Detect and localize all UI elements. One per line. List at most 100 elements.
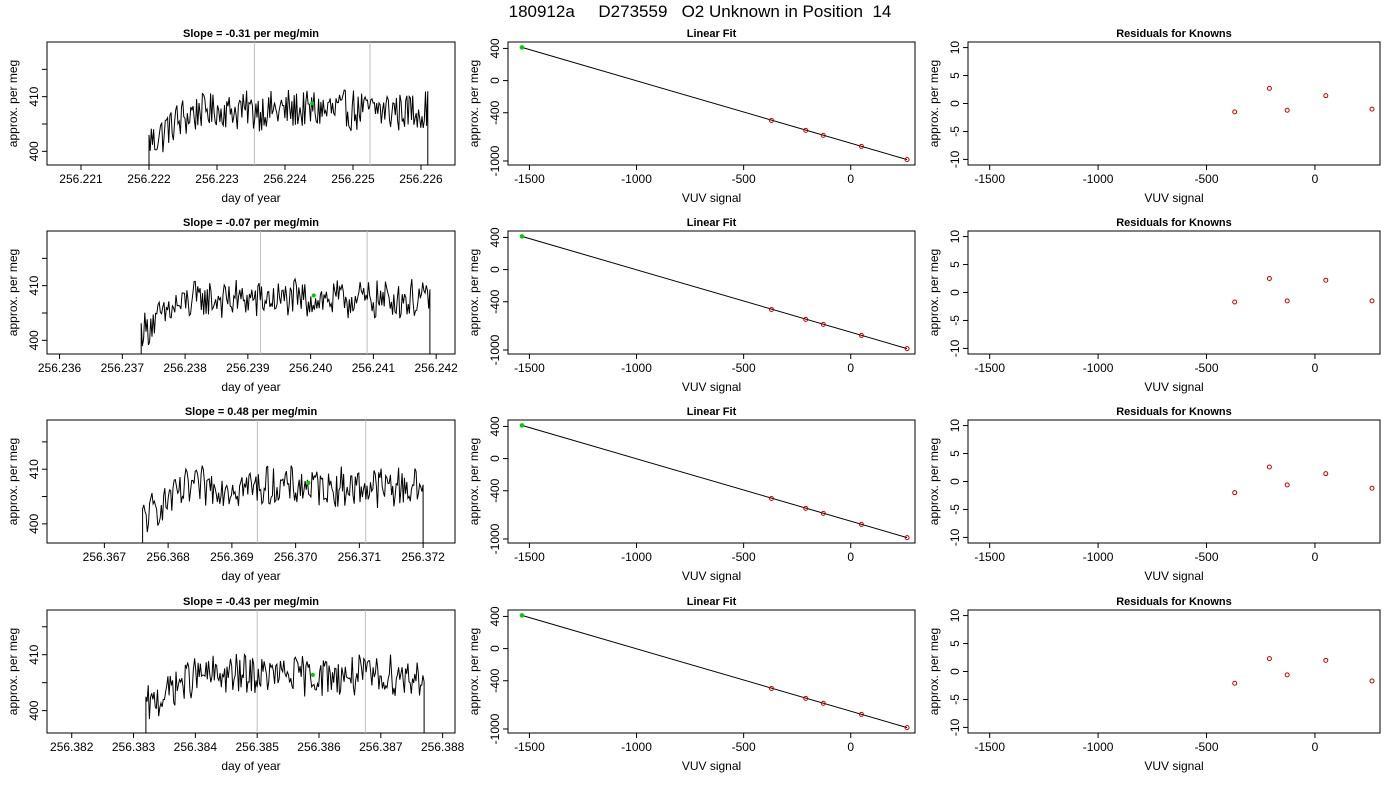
y-tick-label: -1000 <box>488 523 502 554</box>
known-point <box>904 725 910 731</box>
known-point <box>904 535 910 541</box>
plot-frame <box>967 609 1381 734</box>
y-axis-label: approx. per meg <box>467 249 481 336</box>
x-axis-label: VUV signal <box>1144 759 1203 773</box>
known-point <box>820 700 826 706</box>
y-tick-label: 410 <box>27 86 41 106</box>
residuals-panel: Residuals for Knowns -1500 -1000 -500 0 VUV s… <box>927 217 1381 394</box>
panel-title: Linear Fit <box>687 217 737 229</box>
x-axis-label: day of year <box>221 191 280 205</box>
x-tick-label: -500 <box>1195 361 1219 375</box>
plot-frame <box>46 41 456 166</box>
panel-title: Residuals for Knowns <box>1116 596 1232 608</box>
plot-frame <box>507 609 916 734</box>
x-tick-label: 256.386 <box>297 740 341 754</box>
y-tick-label: 410 <box>27 275 41 295</box>
residual-point <box>1232 109 1238 115</box>
linear-fit-panel: Linear Fit -1500 -1000 -500 0 VUV signal 400 0 -… <box>467 406 916 583</box>
x-tick-label: -1000 <box>1083 172 1114 186</box>
y-axis-label: approx. per meg <box>927 438 941 525</box>
linear-fit-panel: Linear Fit -1500 -1000 -500 0 VUV signal 400 0 -… <box>467 596 916 773</box>
known-point <box>820 510 826 516</box>
x-tick-label: -1000 <box>621 172 652 186</box>
signal-trace <box>145 653 425 733</box>
x-tick-label: 0 <box>847 740 854 754</box>
panel-title: Slope = 0.48 per meg/min <box>185 406 318 418</box>
y-tick-label: -5 <box>948 315 962 326</box>
residual-point <box>1323 471 1329 477</box>
residual-point <box>1369 298 1375 304</box>
residual-point <box>1323 93 1329 99</box>
y-axis-label: approx. per meg <box>467 60 481 147</box>
x-axis-label: VUV signal <box>682 380 741 394</box>
panel-title: Linear Fit <box>687 28 737 40</box>
panel-title: Slope = -0.43 per meg/min <box>183 596 319 608</box>
known-point <box>803 695 809 701</box>
y-axis-label: approx. per meg <box>467 438 481 525</box>
y-tick-label: 400 <box>27 330 41 350</box>
known-point <box>858 332 864 338</box>
page-title: 180912a D273559 O2 Unknown in Position 1… <box>508 2 892 21</box>
x-tick-label: 256.384 <box>174 740 218 754</box>
y-tick-label: 400 <box>488 606 502 626</box>
residual-point <box>1266 656 1272 662</box>
x-tick-label: 256.388 <box>421 740 465 754</box>
x-tick-label: -1500 <box>514 361 545 375</box>
fit-line <box>521 235 908 350</box>
known-point <box>803 127 809 133</box>
y-tick-label: 10 <box>948 609 962 623</box>
x-tick-label: 256.226 <box>399 172 443 186</box>
plot-frame <box>46 419 456 544</box>
x-tick-label: 256.236 <box>38 361 82 375</box>
x-tick-label: 256.225 <box>331 172 375 186</box>
x-tick-label: 256.367 <box>83 550 127 564</box>
residuals-panel: Residuals for Knowns -1500 -1000 -500 0 VUV s… <box>927 28 1381 205</box>
x-tick-label: -1500 <box>974 361 1005 375</box>
x-axis-label: day of year <box>221 569 280 583</box>
y-tick-label: 10 <box>948 41 962 55</box>
x-tick-label: -1500 <box>514 740 545 754</box>
timeseries-panel: Slope = -0.31 per meg/min 256.221 256.222 2… <box>6 28 456 205</box>
y-tick-label: 400 <box>488 38 502 58</box>
panel-title: Residuals for Knowns <box>1116 217 1232 229</box>
y-axis-label: approx. per meg <box>6 438 20 525</box>
unknown-marker <box>306 480 311 485</box>
y-tick-label: 0 <box>948 100 962 107</box>
y-axis-label: approx. per meg <box>6 249 20 336</box>
y-tick-label: 0 <box>948 668 962 675</box>
known-point <box>768 496 774 502</box>
y-tick-label: 400 <box>488 227 502 247</box>
x-axis-label: VUV signal <box>1144 569 1203 583</box>
y-axis-label: approx. per meg <box>927 249 941 336</box>
y-tick-label: -400 <box>488 668 502 692</box>
residual-point <box>1266 85 1272 91</box>
plot-frame <box>967 41 1381 166</box>
known-point <box>858 143 864 149</box>
known-point <box>768 686 774 692</box>
x-tick-label: 256.369 <box>210 550 254 564</box>
residual-point <box>1266 464 1272 470</box>
x-tick-label: 256.223 <box>195 172 239 186</box>
y-tick-label: 410 <box>27 459 41 479</box>
y-tick-label: 5 <box>948 640 962 647</box>
y-tick-label: 10 <box>948 419 962 433</box>
x-tick-label: -1000 <box>1083 740 1114 754</box>
y-tick-label: -5 <box>948 694 962 705</box>
x-tick-label: -1500 <box>974 740 1005 754</box>
unknown-marker <box>311 293 316 298</box>
y-tick-label: 400 <box>27 141 41 161</box>
y-axis-label: approx. per meg <box>927 60 941 147</box>
y-tick-label: -1000 <box>488 713 502 744</box>
unknown-marker <box>310 672 315 677</box>
x-tick-label: 256.370 <box>274 550 318 564</box>
linear-fit-panel: Linear Fit -1500 -1000 -500 0 VUV signal 400 0 -… <box>467 217 916 394</box>
panel-title: Slope = -0.07 per meg/min <box>183 217 319 229</box>
x-tick-label: 0 <box>847 550 854 564</box>
unknown-point <box>519 613 525 618</box>
x-tick-label: 256.387 <box>359 740 403 754</box>
x-tick-label: 256.385 <box>235 740 279 754</box>
plot-frame <box>967 230 1381 355</box>
y-tick-label: 10 <box>948 230 962 244</box>
known-point <box>803 505 809 511</box>
residual-point <box>1284 672 1290 678</box>
